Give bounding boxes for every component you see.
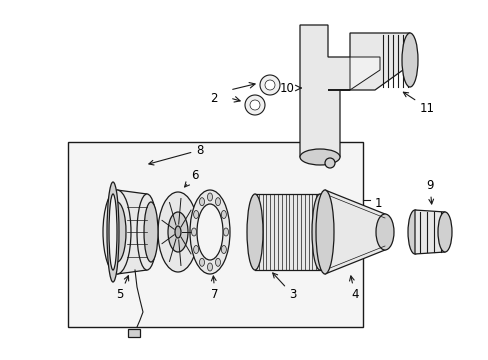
Ellipse shape bbox=[246, 194, 263, 270]
Text: 7: 7 bbox=[211, 276, 218, 302]
Ellipse shape bbox=[311, 194, 327, 270]
Ellipse shape bbox=[199, 198, 204, 206]
Ellipse shape bbox=[437, 212, 451, 252]
Bar bbox=[128, 329, 140, 337]
Ellipse shape bbox=[207, 193, 212, 201]
Text: 2: 2 bbox=[210, 91, 218, 104]
Ellipse shape bbox=[191, 228, 196, 236]
Ellipse shape bbox=[207, 263, 212, 271]
Ellipse shape bbox=[109, 194, 117, 270]
Polygon shape bbox=[414, 210, 444, 254]
Ellipse shape bbox=[264, 80, 274, 90]
Ellipse shape bbox=[175, 226, 181, 238]
Ellipse shape bbox=[315, 190, 333, 274]
Bar bbox=[68, 142, 362, 327]
Text: 5: 5 bbox=[116, 276, 128, 302]
Ellipse shape bbox=[197, 204, 223, 260]
Text: 8: 8 bbox=[148, 144, 203, 165]
Polygon shape bbox=[327, 57, 379, 90]
Ellipse shape bbox=[103, 190, 131, 274]
Ellipse shape bbox=[260, 75, 280, 95]
Ellipse shape bbox=[407, 210, 421, 254]
Polygon shape bbox=[254, 194, 319, 270]
Text: 6: 6 bbox=[184, 168, 198, 187]
Ellipse shape bbox=[193, 246, 198, 253]
Ellipse shape bbox=[401, 33, 417, 87]
Ellipse shape bbox=[221, 246, 226, 253]
Ellipse shape bbox=[375, 214, 393, 250]
Ellipse shape bbox=[215, 198, 220, 206]
Text: 3: 3 bbox=[272, 273, 296, 302]
Ellipse shape bbox=[221, 211, 226, 219]
Polygon shape bbox=[299, 25, 409, 157]
Ellipse shape bbox=[158, 192, 198, 272]
Text: 4: 4 bbox=[349, 276, 358, 302]
Ellipse shape bbox=[215, 258, 220, 266]
Ellipse shape bbox=[143, 202, 158, 262]
Ellipse shape bbox=[108, 202, 126, 262]
Ellipse shape bbox=[137, 194, 157, 270]
Ellipse shape bbox=[325, 158, 334, 168]
Text: 9: 9 bbox=[426, 179, 433, 204]
Ellipse shape bbox=[193, 211, 198, 219]
Ellipse shape bbox=[223, 228, 228, 236]
Ellipse shape bbox=[199, 258, 204, 266]
Ellipse shape bbox=[190, 190, 229, 274]
Text: 10: 10 bbox=[280, 81, 294, 95]
Ellipse shape bbox=[249, 100, 260, 110]
Ellipse shape bbox=[244, 95, 264, 115]
Ellipse shape bbox=[107, 182, 119, 282]
Text: 1: 1 bbox=[374, 197, 382, 210]
Polygon shape bbox=[117, 190, 147, 274]
Ellipse shape bbox=[299, 149, 339, 165]
Ellipse shape bbox=[168, 212, 187, 252]
Text: 11: 11 bbox=[403, 92, 434, 114]
Polygon shape bbox=[325, 190, 384, 274]
